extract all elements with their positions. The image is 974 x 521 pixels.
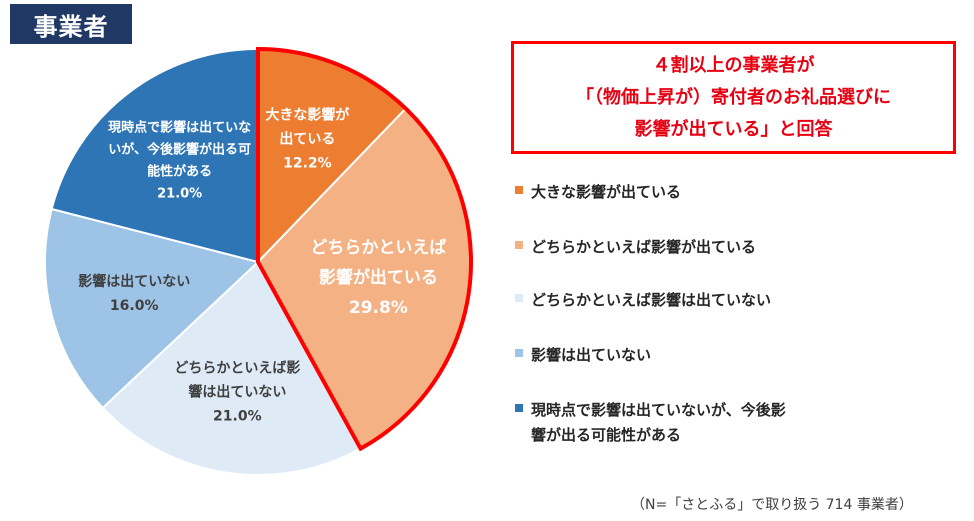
legend-swatch [515, 186, 523, 194]
legend-swatch [515, 294, 523, 302]
pie-slice-4 [44, 207, 261, 410]
segment-tag: 事業者 [10, 4, 132, 44]
legend-label: どちらかといえば影響が出ている [531, 235, 821, 260]
callout-line: ４割以上の事業者が [652, 54, 815, 76]
legend-label-line: どちらかといえば影響が出ている [531, 238, 757, 256]
callout-line: 「（物価上昇が）寄付者のお礼品選びに [576, 86, 891, 108]
slice-label: 出ている [279, 131, 335, 148]
legend-label: どちらかといえば影響は出ていない [531, 288, 821, 313]
callout-box: ４割以上の事業者が 「（物価上昇が）寄付者のお礼品選びに 影響が出ている」と回答 [511, 41, 956, 154]
legend-label: 大きな影響が出ている [531, 180, 821, 205]
legend-label-line: 響が出る可能性がある [531, 426, 682, 444]
slice-label: どちらかといえば [310, 238, 446, 258]
legend-label-line: どちらかといえば影響は出ていない [531, 291, 772, 309]
legend-label-line: 大きな影響が出ている [531, 183, 682, 201]
pie-slice-5 [50, 47, 259, 264]
legend-item: どちらかといえば影響が出ている [515, 235, 821, 260]
slice-label: 能性がある [147, 164, 212, 180]
legend-label: 影響は出ていない [531, 343, 821, 368]
legend-swatch [515, 241, 523, 249]
legend-label: 現時点で影響は出ていないが、今後影 響が出る可能性がある [531, 398, 821, 448]
legend-label-line: 現時点で影響は出ていないが、今後影 [531, 401, 786, 419]
legend-swatch [515, 404, 523, 412]
legend-item: どちらかといえば影響は出ていない [515, 288, 821, 313]
slice-label: 影響が出ている [319, 267, 438, 288]
slice-value-label: 21.0% [213, 408, 262, 424]
slice-label: 影響は出ていない [78, 273, 190, 290]
slice-value-label: 29.8% [349, 298, 408, 318]
slice-value-label: 21.0% [157, 187, 202, 202]
pie-slice-3 [101, 260, 362, 476]
legend-item: 影響は出ていない [515, 343, 821, 368]
sample-note: （N=「さとふる」で取り扱う 714 事業者） [631, 497, 913, 513]
slice-label: 現時点で影響は出ていな [108, 120, 251, 136]
highlight-outline [256, 46, 473, 452]
slice-value-label: 12.2% [283, 156, 332, 172]
legend-item: 大きな影響が出ている [515, 180, 821, 205]
slice-label: どちらかといえば影 [174, 360, 300, 376]
slice-value-label: 16.0% [110, 298, 159, 314]
legend-swatch [515, 349, 523, 357]
slice-label: 大きな影響が [265, 107, 350, 124]
slice-label: いが、今後影響が出る可 [108, 142, 251, 158]
slice-label: 響は出ていない [188, 383, 286, 400]
legend-label-line: 影響は出ていない [531, 346, 652, 364]
legend-item: 現時点で影響は出ていないが、今後影 響が出る可能性がある [515, 398, 821, 448]
callout-line: 影響が出ている」と回答 [634, 118, 833, 140]
